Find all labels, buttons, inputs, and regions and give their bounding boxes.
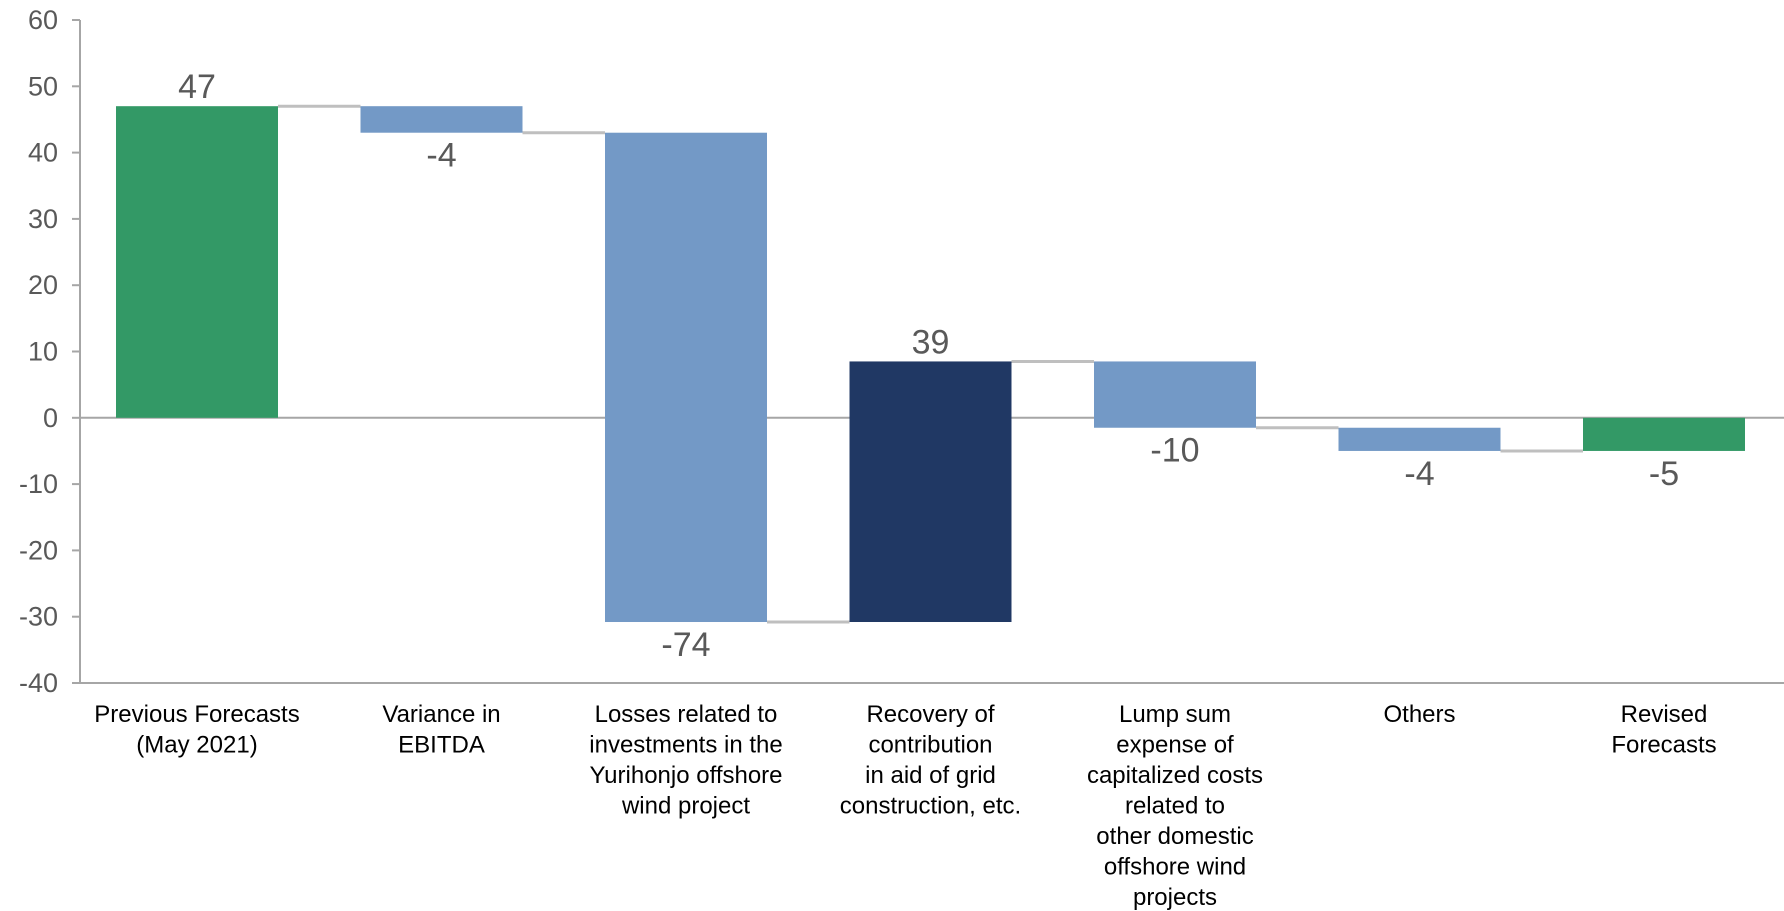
bar	[849, 361, 1012, 623]
category-label: projects	[1133, 884, 1217, 911]
data-label: 39	[912, 323, 950, 361]
y-tick-label: 60	[28, 5, 58, 35]
category-label: Losses related to	[595, 701, 778, 728]
category-label: construction, etc.	[840, 793, 1021, 820]
bar	[1094, 361, 1256, 428]
y-tick-label: 0	[43, 403, 58, 433]
y-tick-label: 40	[28, 138, 58, 168]
bar	[1338, 427, 1501, 451]
category-label: expense of	[1116, 732, 1234, 759]
connectors	[278, 104, 1583, 624]
bar	[360, 106, 523, 133]
data-label: -5	[1649, 455, 1679, 493]
category-label: EBITDA	[398, 732, 485, 759]
bar	[605, 132, 767, 623]
y-tick-label: 20	[28, 270, 58, 300]
category-label: offshore wind	[1104, 854, 1246, 881]
y-tick-label: 30	[28, 204, 58, 234]
data-label: -4	[426, 137, 456, 175]
y-tick-label: 50	[28, 71, 58, 101]
y-tick-label: -10	[19, 469, 58, 499]
category-label: in aid of grid	[865, 762, 996, 789]
category-label: Previous Forecasts	[94, 701, 299, 728]
category-label: other domestic	[1096, 823, 1253, 850]
category-label: Recovery of	[866, 701, 994, 728]
category-label: (May 2021)	[136, 732, 257, 759]
bar	[1583, 417, 1745, 451]
y-tick-label: -30	[19, 602, 58, 632]
category-label: Variance in	[382, 701, 500, 728]
data-label: -4	[1404, 455, 1434, 493]
y-tick-label: -40	[19, 668, 58, 698]
category-label: Yurihonjo offshore	[589, 762, 782, 789]
category-label: Lump sum	[1119, 701, 1231, 728]
data-label: -10	[1150, 432, 1199, 470]
data-labels: 47 -4 -74 39 -10 -4 -5	[178, 68, 1679, 664]
category-label: Others	[1383, 701, 1455, 728]
bar	[116, 106, 278, 418]
category-label: wind project	[621, 793, 750, 820]
data-label: -74	[661, 626, 710, 664]
y-tick-label: -20	[19, 535, 58, 565]
category-label: Revised	[1621, 701, 1708, 728]
y-tick-label: 10	[28, 337, 58, 367]
category-labels: Previous Forecasts (May 2021) Variance in E…	[94, 701, 1716, 911]
data-label: 47	[178, 68, 216, 106]
category-label: related to	[1125, 793, 1225, 820]
category-label: contribution	[868, 732, 992, 759]
bars	[116, 106, 1745, 623]
category-label: capitalized costs	[1087, 762, 1263, 789]
axes: 60 50 40 30 20 10 0 -10 -20 -30 -40	[19, 5, 1784, 698]
category-label: Forecasts	[1611, 732, 1716, 759]
category-label: investments in the	[589, 732, 782, 759]
